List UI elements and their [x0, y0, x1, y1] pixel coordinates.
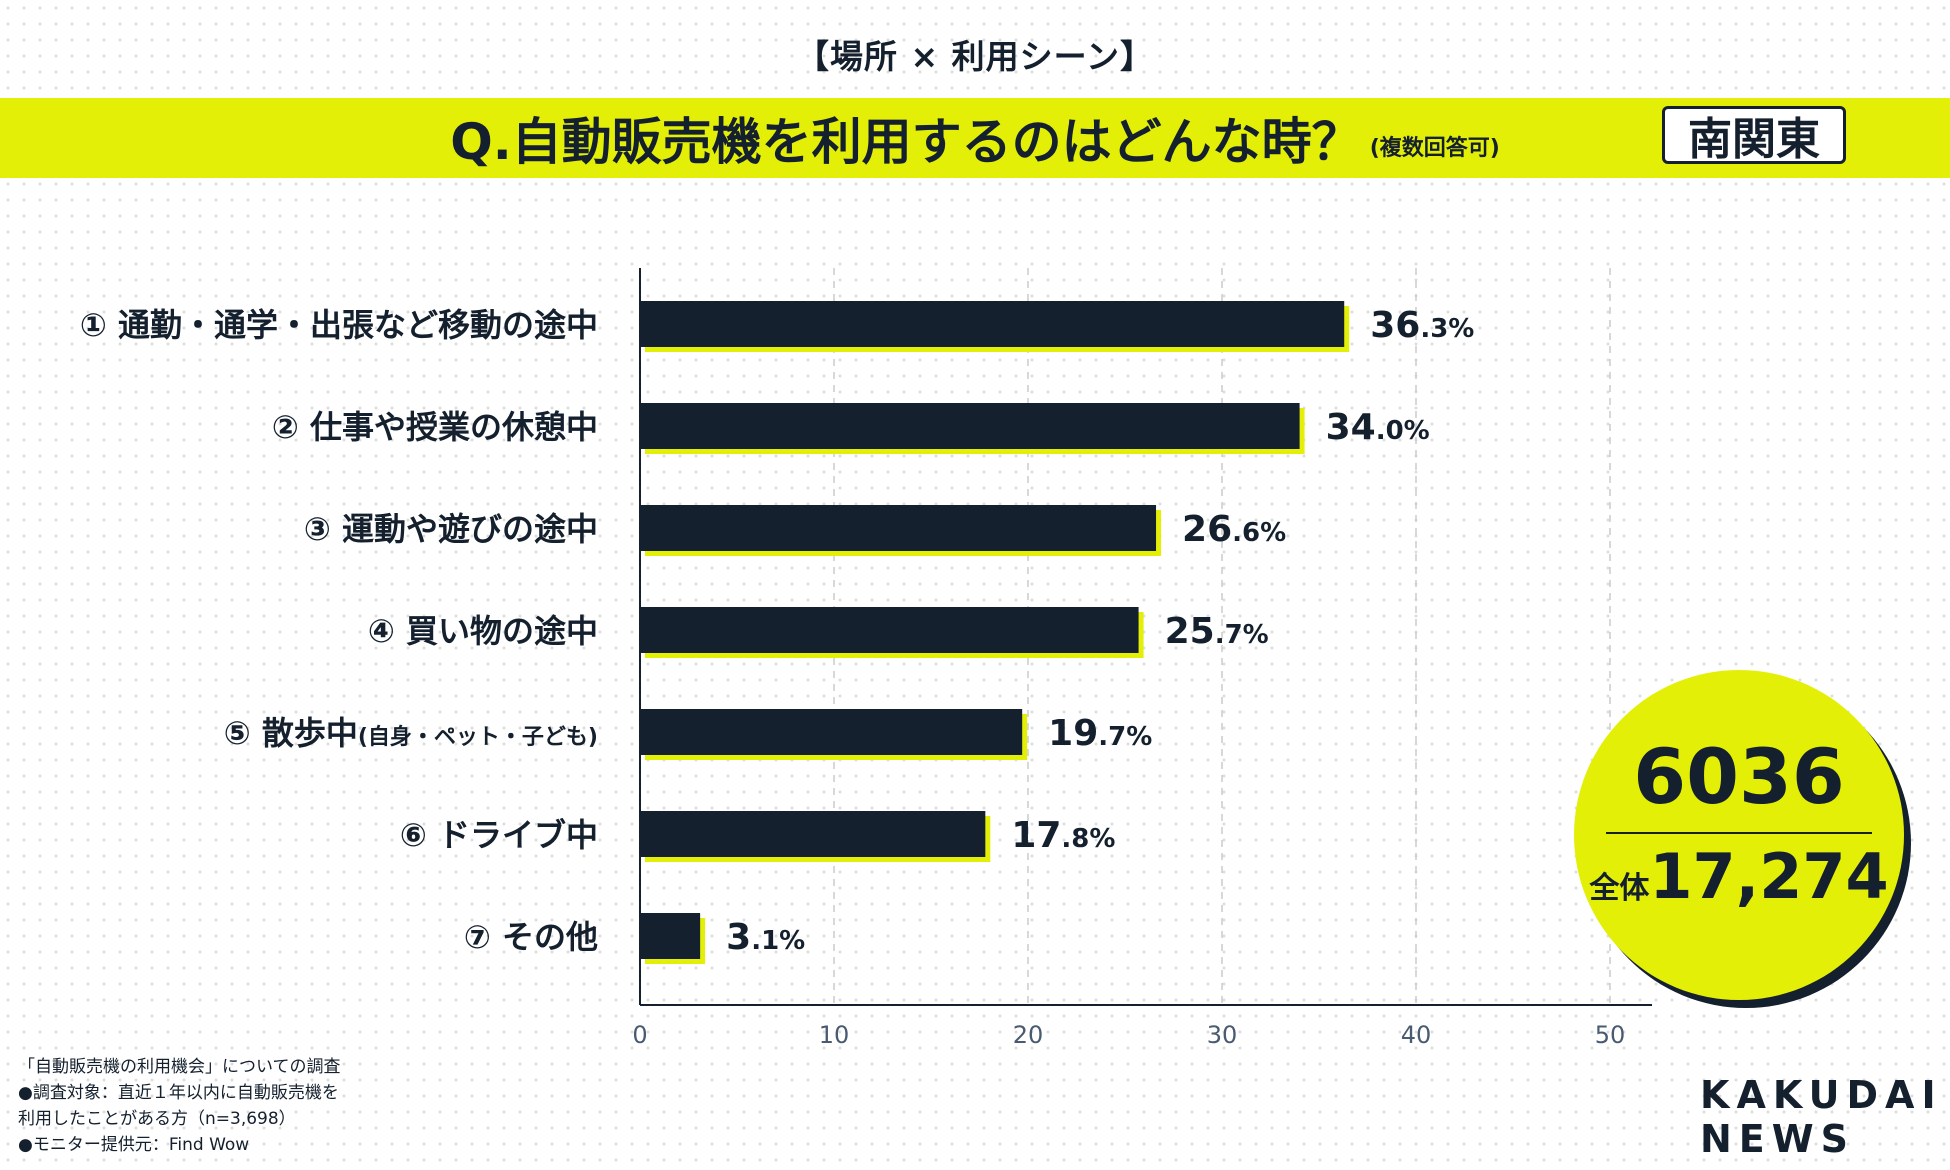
summary-count: 6036 — [1633, 732, 1845, 821]
value-label: 26.6% — [1182, 509, 1286, 550]
logo-line-2: NEWS — [1700, 1117, 1856, 1161]
value-label: 19.7% — [1048, 713, 1152, 754]
bar — [640, 913, 701, 959]
question-heading: Q.自動販売機を利用するのはどんな時？ (複数回答可) — [0, 98, 1950, 178]
x-tick-label: 10 — [819, 1021, 850, 1049]
logo-line-1: KAKUDAI — [1700, 1073, 1943, 1117]
question-text: Q.自動販売機を利用するのはどんな時？ — [450, 113, 1362, 171]
x-tick-label: 0 — [632, 1021, 647, 1049]
category-label: ⑥ ドライブ中 — [400, 816, 598, 854]
category-label: ③ 運動や遊びの途中 — [304, 510, 598, 548]
x-tick-label: 50 — [1595, 1021, 1626, 1049]
question-note: (複数回答可) — [1369, 136, 1500, 161]
bar — [640, 607, 1139, 653]
category-label: ① 通勤・通学・出張など移動の途中 — [80, 306, 598, 344]
bar — [640, 811, 986, 857]
question-band: Q.自動販売機を利用するのはどんな時？ (複数回答可) 南関東 — [0, 98, 1950, 178]
summary-circle: 6036 全体17,274 — [1574, 670, 1904, 1000]
bar — [640, 709, 1023, 755]
x-tick-label: 40 — [1401, 1021, 1432, 1049]
x-tick-label: 20 — [1013, 1021, 1044, 1049]
value-label: 34.0% — [1326, 407, 1430, 448]
category-label: ② 仕事や授業の休憩中 — [272, 408, 598, 446]
section-title: 【場所 × 利用シーン】 — [796, 37, 1154, 76]
footnote-line: ●調査対象：直近１年以内に自動販売機を — [18, 1083, 339, 1103]
kakudai-news-logo: KAKUDAI NEWS — [1700, 1073, 1943, 1161]
summary-total-label: 全体 — [1589, 871, 1650, 906]
category-label: ⑦ その他 — [464, 918, 598, 956]
summary-total: 全体17,274 — [1574, 840, 1904, 913]
bar — [640, 403, 1300, 449]
footnote-line: 利用したことがある方（n=3,698） — [18, 1109, 296, 1129]
summary-total-value: 17,274 — [1649, 840, 1889, 913]
footnote: 「自動販売機の利用機会」についての調査 ●調査対象：直近１年以内に自動販売機を … — [18, 1054, 341, 1158]
value-label: 25.7% — [1165, 611, 1269, 652]
value-label: 3.1% — [726, 917, 805, 958]
value-label: 36.3% — [1370, 305, 1474, 346]
footnote-line: ●モニター提供元：Find Wow — [18, 1135, 250, 1155]
x-tick-label: 30 — [1207, 1021, 1238, 1049]
bar — [640, 505, 1157, 551]
bar — [640, 301, 1345, 347]
footnote-line: 「自動販売機の利用機会」についての調査 — [18, 1057, 341, 1077]
category-label: ⑤ 散歩中(自身・ペット・子ども) — [224, 714, 598, 752]
region-badge: 南関東 — [1662, 106, 1846, 165]
category-label: ④ 買い物の途中 — [368, 612, 598, 650]
summary-divider — [1606, 832, 1872, 834]
value-label: 17.8% — [1011, 815, 1115, 856]
